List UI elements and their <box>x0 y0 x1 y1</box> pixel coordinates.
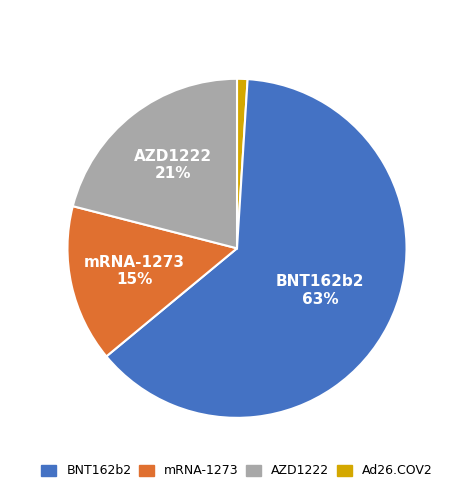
Text: BNT162b2
63%: BNT162b2 63% <box>276 274 365 307</box>
Text: mRNA-1273
15%: mRNA-1273 15% <box>84 255 185 288</box>
Wedge shape <box>237 79 247 248</box>
Legend: BNT162b2, mRNA-1273, AZD1222, Ad26.COV2: BNT162b2, mRNA-1273, AZD1222, Ad26.COV2 <box>35 458 439 483</box>
Wedge shape <box>67 206 237 356</box>
Text: AZD1222
21%: AZD1222 21% <box>134 149 211 182</box>
Text: Ad26.COV2
1%: Ad26.COV2 1% <box>196 20 292 52</box>
Wedge shape <box>106 79 407 418</box>
Wedge shape <box>73 79 237 248</box>
